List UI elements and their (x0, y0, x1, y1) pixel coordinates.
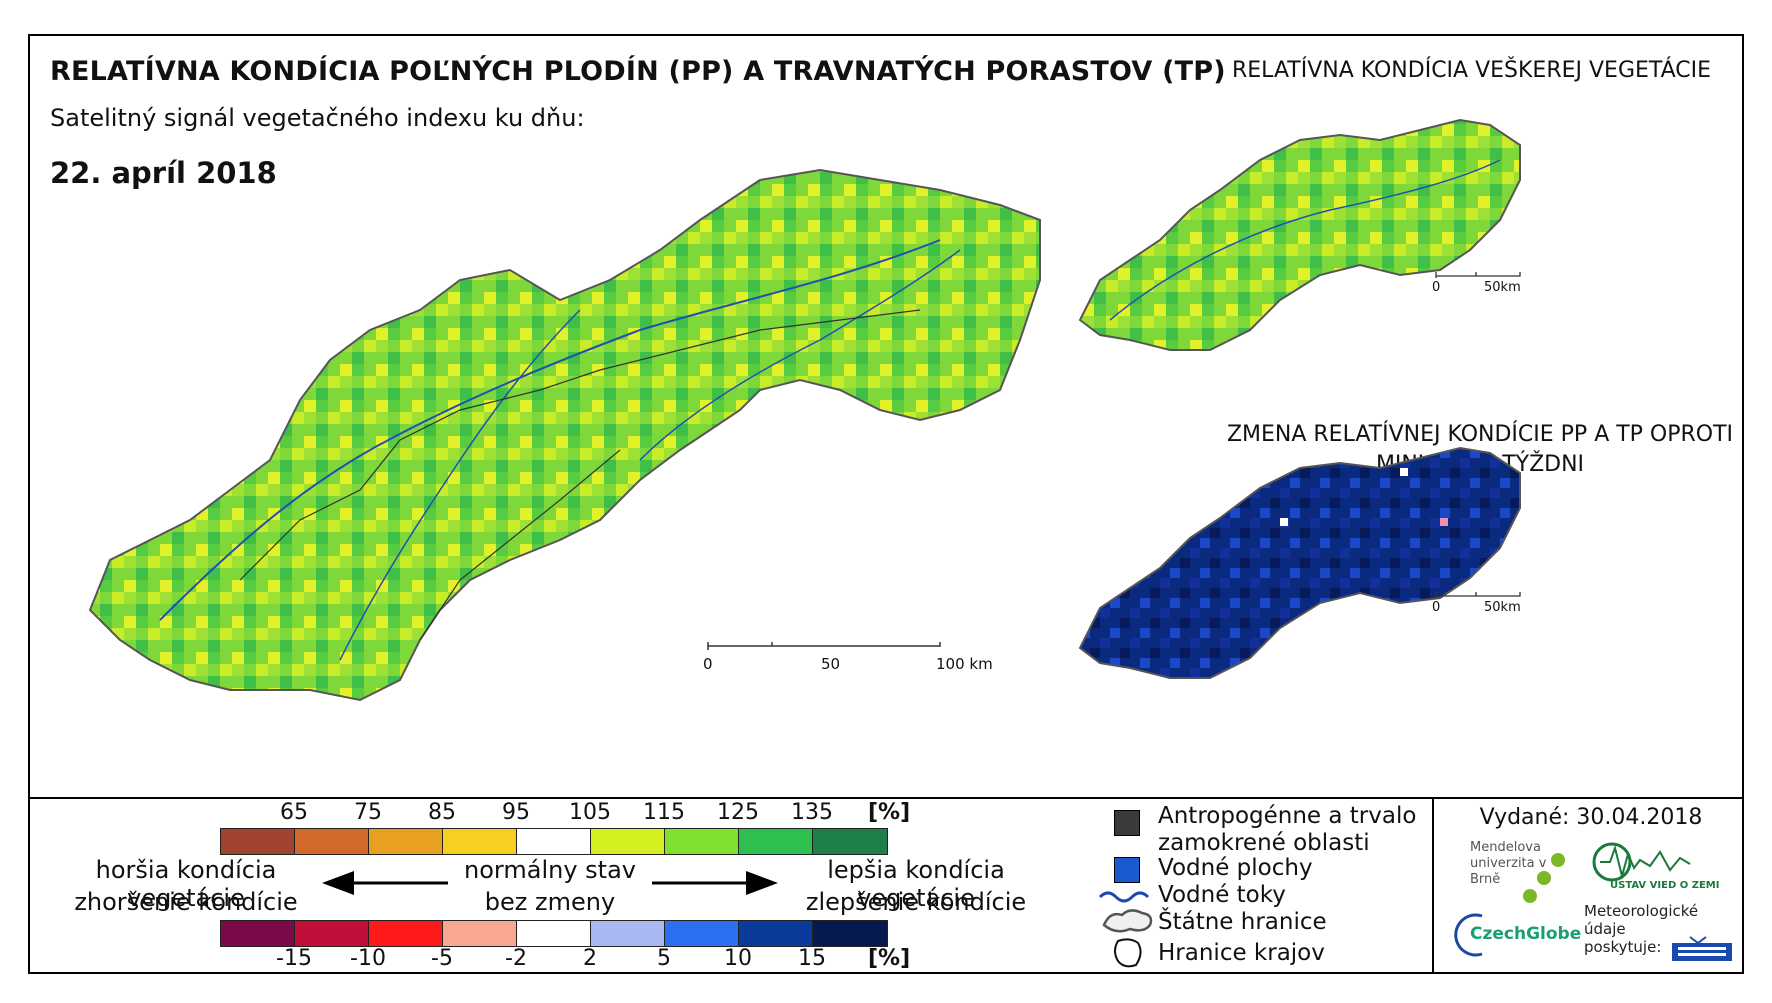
left-arrow-icon (322, 871, 448, 895)
normal-state-label: normálny stav (464, 856, 636, 884)
condition-color-1 (295, 829, 369, 854)
water-body-icon (1114, 857, 1140, 883)
map-subtitle: Satelitný signál vegetačného indexu ku d… (50, 104, 585, 132)
condition-color-4 (517, 829, 591, 854)
anthropogenic-area-icon (1114, 810, 1140, 836)
condition-tick-label: 105 (569, 800, 611, 825)
legend-state-borders: Štátne hranice (1158, 909, 1327, 935)
condition-tick-label: 75 (354, 800, 382, 825)
change-tick-label: -2 (505, 946, 527, 971)
change-color-7 (739, 921, 813, 946)
condition-tick-label: 85 (428, 800, 456, 825)
condition-tick-label: 125 (717, 800, 759, 825)
condition-color-2 (369, 829, 443, 854)
legend-water-bodies: Vodné plochy (1158, 855, 1313, 881)
small-scale-bar-top (1435, 272, 1521, 278)
no-change-label: bez zmeny (484, 888, 616, 916)
legend-rivers: Vodné toky (1158, 882, 1286, 908)
river-icon (1098, 891, 1150, 903)
better-change-label: zlepšenie kondície (805, 888, 1027, 916)
change-color-8 (813, 921, 887, 946)
shmu-text: Meteorologické údaje poskytuje: (1584, 902, 1699, 956)
map-date: 22. apríl 2018 (50, 156, 277, 190)
shmu-logo-icon (1672, 936, 1732, 961)
main-condition-map (88, 168, 1041, 702)
issued-date: Vydané: 30.04.2018 (1479, 805, 1703, 830)
condition-unit: [%] (868, 800, 911, 825)
change-color-3 (443, 921, 517, 946)
region-border-icon (1114, 938, 1142, 968)
main-scale-label-100: 100 km (936, 655, 993, 673)
small-scale-bottom-label-50: 50km (1484, 600, 1521, 615)
change-tick-label: -5 (431, 946, 453, 971)
change-tick-label: -10 (350, 946, 386, 971)
better-condition-label: lepšia kondícia vegetácie (827, 856, 1005, 912)
small-scale-top-label-0: 0 (1432, 280, 1441, 295)
condition-color-7 (739, 829, 813, 854)
small-vegetation-map (1078, 118, 1521, 351)
small-scale-bottom-label-0: 0 (1432, 600, 1441, 615)
main-scale-bar (707, 642, 941, 650)
legend-region-borders: Hranice krajov (1158, 940, 1325, 966)
legend-separator (28, 797, 1744, 799)
change-color-6 (665, 921, 739, 946)
right-arrow-icon (652, 871, 778, 895)
condition-color-0 (221, 829, 295, 854)
side-map-title: RELATÍVNA KONDÍCIA VEŠKEREJ VEGETÁCIE (1232, 58, 1712, 83)
small-scale-bar-bottom (1435, 592, 1521, 598)
change-color-1 (295, 921, 369, 946)
change-tick-label: 2 (583, 946, 597, 971)
main-scale-label-50: 50 (821, 655, 841, 673)
mendel-dots-icon (1523, 853, 1565, 903)
condition-color-3 (443, 829, 517, 854)
change-tick-label: 10 (724, 946, 752, 971)
state-border-icon (1102, 909, 1153, 933)
map-title: RELATÍVNA KONDÍCIA POĽNÝCH PLODÍN (PP) A… (50, 56, 1226, 87)
change-tick-label: 5 (657, 946, 671, 971)
czechglobe-logo: CzechGlobe (1470, 924, 1582, 944)
uvoz-logo: ÚSTAV VIED O ZEMI (1610, 880, 1720, 891)
condition-color-5 (591, 829, 665, 854)
uvoz-logo-icon (1592, 842, 1691, 882)
change-color-scale (220, 920, 888, 947)
condition-color-6 (665, 829, 739, 854)
condition-tick-label: 65 (280, 800, 308, 825)
main-scale-label-0: 0 (703, 655, 713, 673)
change-color-2 (369, 921, 443, 946)
change-color-0 (221, 921, 295, 946)
change-color-5 (591, 921, 665, 946)
worse-condition-label: horšia kondícia vegetácie (95, 856, 277, 912)
condition-tick-label: 115 (643, 800, 685, 825)
condition-tick-label: 95 (502, 800, 530, 825)
change-color-4 (517, 921, 591, 946)
condition-color-8 (813, 829, 887, 854)
mendel-university-logo: Mendelova univerzita v Brně (1470, 840, 1547, 887)
change-map (1078, 446, 1521, 679)
czechglobe-icon (1454, 913, 1483, 957)
change-tick-label: 15 (798, 946, 826, 971)
change-unit: [%] (868, 946, 911, 971)
condition-tick-label: 135 (791, 800, 833, 825)
condition-color-scale (220, 828, 888, 855)
worse-change-label: zhoršenie kondície (74, 888, 298, 916)
legend-anthropogenic: Antropogénne a trvalo zamokrené oblasti (1158, 803, 1417, 856)
small-scale-top-label-50: 50km (1484, 280, 1521, 295)
change-tick-label: -15 (276, 946, 312, 971)
legend-vertical-separator (1432, 797, 1434, 974)
